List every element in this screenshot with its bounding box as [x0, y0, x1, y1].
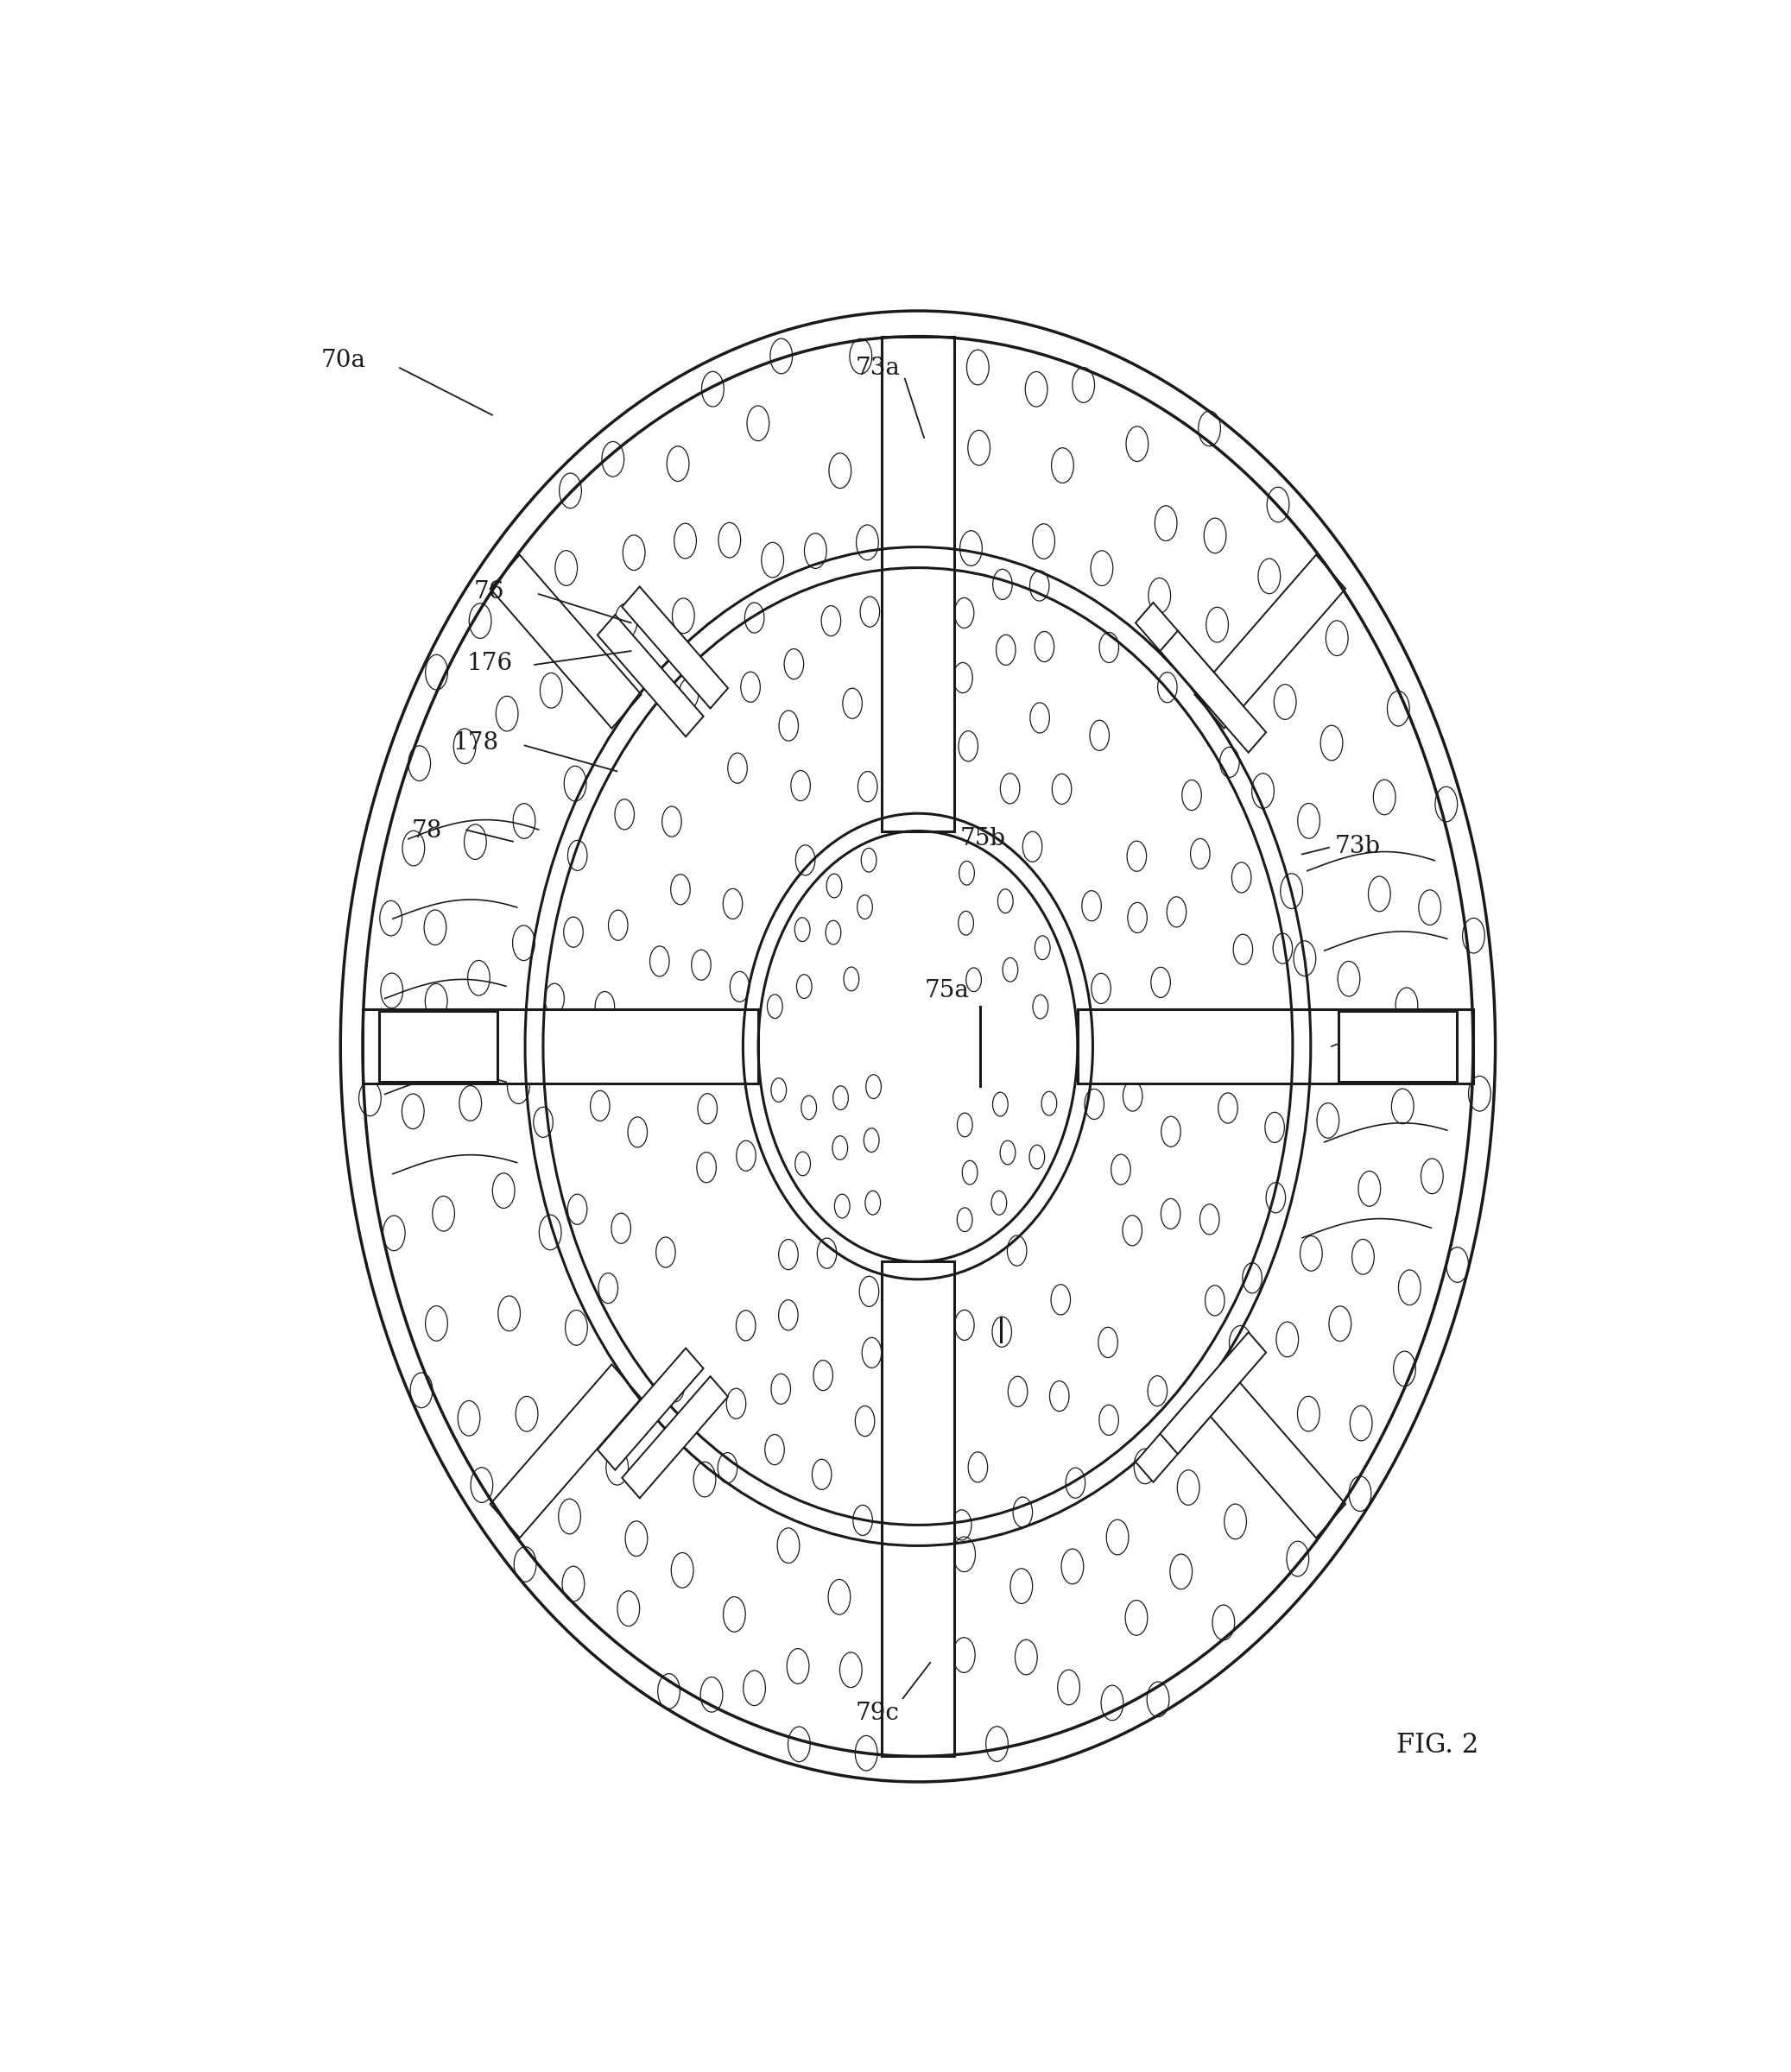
Text: 75a: 75a	[924, 978, 969, 1003]
Text: FIG. 2: FIG. 2	[1397, 1732, 1479, 1759]
Polygon shape	[621, 586, 727, 709]
Polygon shape	[621, 1376, 727, 1498]
Text: 75b: 75b	[960, 827, 1005, 852]
Text: 73b: 73b	[1334, 835, 1381, 858]
Text: 178: 178	[453, 731, 498, 754]
Polygon shape	[1338, 1011, 1456, 1082]
Polygon shape	[881, 1262, 955, 1757]
Text: 79c: 79c	[856, 1701, 899, 1724]
Polygon shape	[491, 1363, 641, 1537]
Text: 76: 76	[475, 580, 505, 603]
Polygon shape	[598, 1349, 704, 1469]
Polygon shape	[1161, 1332, 1266, 1455]
Polygon shape	[362, 1009, 758, 1084]
Polygon shape	[881, 336, 955, 831]
Polygon shape	[380, 1011, 498, 1082]
Text: 73a: 73a	[856, 356, 901, 379]
Text: 78: 78	[412, 818, 442, 843]
Text: 70a: 70a	[321, 348, 365, 373]
Text: 176: 176	[467, 653, 512, 675]
Polygon shape	[598, 615, 704, 738]
Polygon shape	[1195, 555, 1345, 729]
Polygon shape	[491, 555, 641, 729]
Polygon shape	[1135, 603, 1241, 725]
Polygon shape	[1195, 1363, 1345, 1537]
Polygon shape	[1078, 1009, 1474, 1084]
Polygon shape	[1161, 630, 1266, 752]
Polygon shape	[1135, 1361, 1241, 1481]
